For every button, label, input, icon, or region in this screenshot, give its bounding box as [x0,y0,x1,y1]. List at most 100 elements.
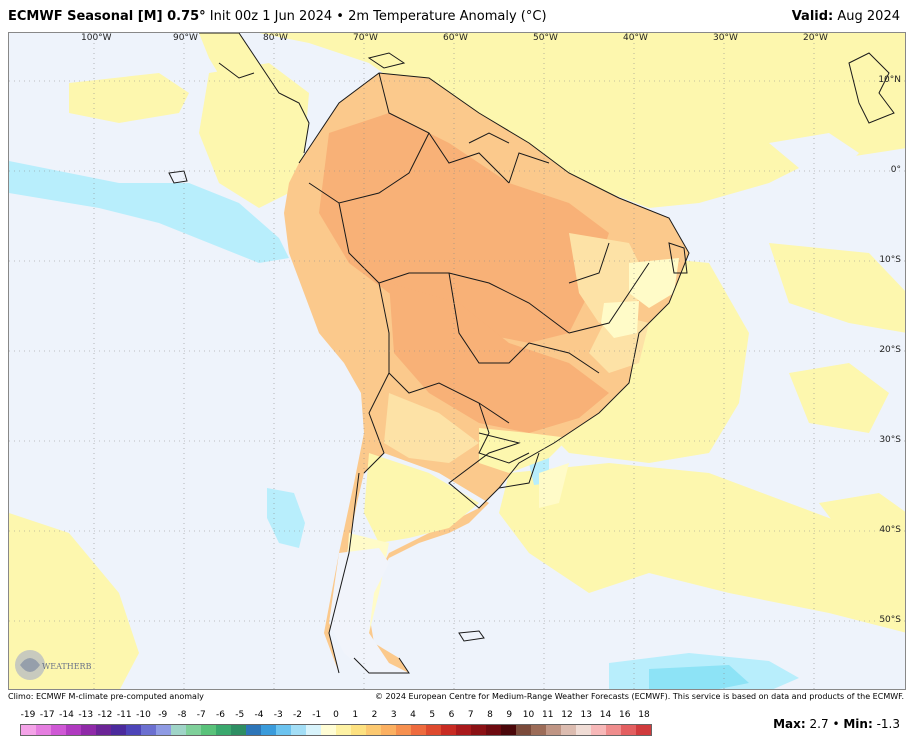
legend-swatch [66,725,81,735]
max-min-readout: Max: 2.7 • Min: -1.3 [773,717,900,731]
legend-label: 16 [619,710,631,720]
legend-swatch [291,725,306,735]
lat-label-0: 0° [890,165,901,175]
product-name: 2m Temperature Anomaly (°C) [348,9,547,24]
legend-swatch [441,725,456,735]
init-time: Init 00z 1 Jun 2024 [209,9,333,24]
legend-label: 6 [448,710,455,720]
legend-swatch [546,725,561,735]
lon-label-50w: 50°W [533,33,558,43]
legend-swatch [261,725,276,735]
color-legend: -19 -17 -14 -13 -12 -11 -10 -9 -8 -7 -6 -5 -4 -3 -2 -1 0… [20,710,652,750]
map-title: ECMWF Seasonal [M] 0.75° Init 00z 1 Jun … [8,9,547,24]
legend-label: 11 [542,710,554,720]
legend-swatch [501,725,516,735]
legend-swatch [36,725,51,735]
valid-value: Aug 2024 [837,9,900,24]
legend-label: 12 [561,710,573,720]
legend-label: -1 [312,710,322,720]
legend-label: 3 [390,710,397,720]
legend-swatch [411,725,426,735]
legend-label: -7 [196,710,206,720]
legend-swatch [381,725,396,735]
max-label: Max: [773,717,806,731]
legend-swatch [531,725,546,735]
legend-swatch [636,725,651,735]
model-name: ECMWF Seasonal [M] 0.75 [8,9,200,24]
lat-label-10n: 10°N [878,75,901,85]
patagonia-land [329,548,409,675]
valid-label: Valid: [791,9,834,24]
legend-labels: -19 -17 -14 -13 -12 -11 -10 -9 -8 -7 -6 -5 -4 -3 -2 -1 0… [20,710,652,724]
legend-swatch [231,725,246,735]
country-borders [199,33,690,674]
lat-label-10s: 10°S [879,255,901,265]
legend-swatch [351,725,366,735]
min-value: -1.3 [876,717,900,731]
legend-label: 14 [599,710,612,720]
legend-swatch [126,725,141,735]
weatherbell-logo: WEATHERBELL [12,645,109,685]
legend-label: 18 [638,710,650,720]
legend-swatch [561,725,576,735]
legend-swatch [156,725,171,735]
legend-label: 1 [352,710,359,720]
legend-swatch [606,725,621,735]
legend-label: -19 [20,710,36,720]
lon-label-20w: 20°W [803,33,828,43]
lon-label-60w: 60°W [443,33,468,43]
header: ECMWF Seasonal [M] 0.75° Init 00z 1 Jun … [0,0,914,32]
legend-swatch [186,725,201,735]
weatherbell-swirl-icon: WEATHERBELL [15,650,109,680]
legend-label: 8 [487,710,493,720]
anomaly-map [9,33,905,689]
legend-swatch [21,725,36,735]
legend-label: 2 [371,710,378,720]
legend-swatch [621,725,636,735]
legend-swatch [246,725,261,735]
legend-label: -12 [97,710,113,720]
legend-swatch [366,725,381,735]
legend-label: -17 [39,710,55,720]
legend-swatch [141,725,156,735]
legend-color-bar [20,724,652,736]
climo-note: Climo: ECMWF M-climate pre-computed anom… [8,692,204,701]
max-min-separator: • [832,717,840,731]
valid-date: Valid: Aug 2024 [792,9,900,24]
copyright-note: © 2024 European Centre for Medium-Range … [375,692,904,701]
legend-label: -11 [116,710,132,720]
lon-label-30w: 30°W [713,33,738,43]
legend-swatch [456,725,471,735]
legend-swatch [591,725,606,735]
map-canvas[interactable]: 100°W 90°W 80°W 70°W 60°W 50°W 40°W 30°W… [8,32,906,690]
legend-label: 13 [580,710,592,720]
legend-swatch [81,725,96,735]
legend-swatch [306,725,321,735]
legend-swatch [171,725,186,735]
legend-swatch [471,725,486,735]
legend-label: -14 [59,710,74,720]
lon-label-90w: 90°W [173,33,198,43]
legend-swatch [51,725,66,735]
legend-swatch [96,725,111,735]
legend-label: -2 [293,710,302,720]
legend-swatch [486,725,501,735]
legend-label: 0 [333,710,339,720]
legend-swatch [396,725,411,735]
lat-label-50s: 50°S [879,615,901,625]
legend-swatch [576,725,591,735]
lon-label-80w: 80°W [263,33,288,43]
legend-label: -5 [235,710,245,720]
legend-swatch [516,725,531,735]
central-america-land [199,33,309,153]
legend-label: 5 [429,710,436,720]
legend-label: 4 [410,710,416,720]
legend-swatch [216,725,231,735]
legend-swatch [201,725,216,735]
min-label: Min: [843,717,873,731]
legend-label: 7 [467,710,474,720]
lat-label-40s: 40°S [879,525,901,535]
lat-label-30s: 30°S [879,435,901,445]
legend-label: -8 [177,710,187,720]
title-bullet: • [336,9,344,24]
